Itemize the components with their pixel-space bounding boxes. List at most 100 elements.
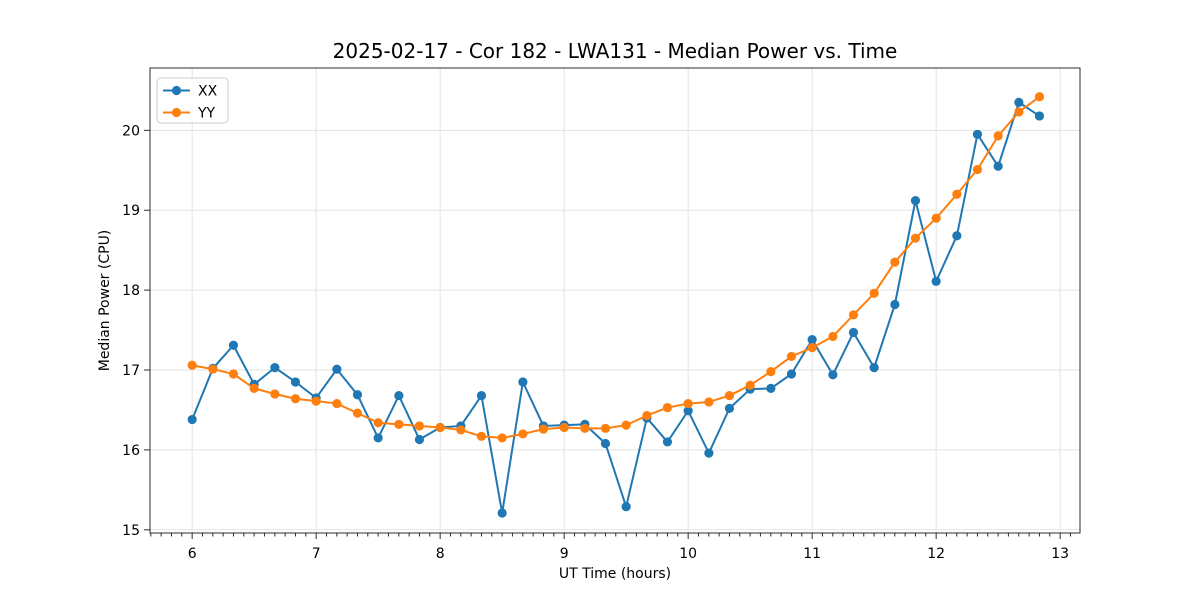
data-point-xx — [807, 335, 817, 345]
data-point-yy — [869, 288, 879, 298]
legend-entries: XX YY — [163, 84, 218, 122]
x-tick-label: 10 — [679, 546, 697, 562]
data-point-yy — [373, 418, 383, 428]
data-point-yy — [290, 394, 301, 404]
tick-layer: 6 7 8 9 10 11 12 13 15 16 17 18 19 20 — [122, 123, 1071, 562]
data-point-xx — [497, 508, 507, 518]
data-point-xx — [373, 433, 383, 443]
data-point-xx — [332, 364, 342, 374]
data-point-yy — [352, 408, 363, 418]
data-point-xx — [228, 340, 239, 350]
data-point-yy — [187, 360, 197, 370]
data-point-yy — [332, 398, 342, 409]
data-point-yy — [890, 257, 900, 267]
legend: XX YY — [156, 77, 229, 124]
data-point-xx — [662, 437, 673, 447]
chart-title: 2025-02-17 - Cor 182 - LWA131 - Median P… — [333, 39, 898, 63]
data-point-yy — [497, 433, 507, 443]
data-point-xx — [972, 129, 983, 139]
data-point-yy — [807, 343, 817, 353]
data-point-yy — [228, 369, 239, 379]
data-point-yy — [456, 425, 466, 435]
data-point-xx — [869, 363, 879, 373]
series-line-yy — [191, 95, 1041, 439]
legend-box — [156, 77, 229, 124]
data-point-yy — [249, 383, 259, 393]
y-tick-label: 17 — [122, 363, 140, 379]
data-point-yy — [600, 423, 611, 433]
data-point-xx — [290, 377, 301, 387]
y-tick-label: 20 — [122, 123, 140, 139]
series-layer — [187, 92, 1045, 518]
data-point-xx — [931, 276, 941, 286]
data-point-xx — [1014, 97, 1024, 107]
data-point-xx — [828, 370, 838, 380]
data-point-xx — [683, 406, 693, 416]
x-tick-label: 7 — [312, 546, 321, 562]
data-point-xx — [394, 390, 404, 401]
legend-marker-yy — [171, 107, 182, 118]
data-point-xx — [704, 448, 714, 458]
x-tick-label: 11 — [803, 546, 821, 562]
y-tick-label: 16 — [122, 443, 140, 459]
data-point-yy — [435, 422, 445, 433]
data-point-yy — [518, 429, 528, 439]
data-point-xx — [952, 231, 962, 241]
data-point-yy — [476, 431, 487, 441]
legend-label-xx: XX — [198, 84, 218, 100]
data-point-yy — [208, 364, 218, 374]
data-point-yy — [1034, 92, 1045, 102]
data-point-yy — [766, 367, 776, 377]
data-point-xx — [993, 161, 1003, 171]
data-point-xx — [910, 196, 921, 206]
data-point-xx — [518, 377, 528, 387]
x-tick-label: 13 — [1051, 546, 1069, 562]
data-point-yy — [704, 397, 714, 407]
data-point-xx — [600, 438, 611, 449]
data-point-yy — [993, 131, 1003, 141]
data-point-yy — [580, 423, 590, 433]
data-point-yy — [724, 390, 735, 401]
data-point-yy — [1014, 107, 1024, 117]
data-point-yy — [972, 164, 983, 175]
data-point-yy — [786, 351, 797, 362]
x-tick-label: 9 — [560, 546, 569, 562]
data-point-yy — [538, 424, 549, 434]
data-point-yy — [621, 420, 631, 430]
data-point-xx — [848, 327, 859, 338]
grid-layer — [150, 68, 1080, 533]
data-point-yy — [683, 398, 693, 409]
data-point-yy — [394, 419, 404, 429]
data-point-yy — [270, 389, 280, 399]
data-point-yy — [952, 189, 962, 199]
legend-label-yy: YY — [197, 106, 216, 122]
data-point-xx — [786, 369, 797, 379]
plot-border — [149, 67, 1081, 534]
y-tick-label: 19 — [122, 203, 140, 219]
data-point-yy — [662, 402, 673, 413]
data-point-yy — [642, 410, 652, 421]
data-point-yy — [311, 396, 321, 406]
data-point-xx — [890, 299, 900, 310]
x-tick-label: 12 — [927, 546, 945, 562]
data-point-yy — [910, 233, 921, 243]
data-point-xx — [270, 363, 280, 373]
data-point-xx — [1034, 111, 1045, 121]
y-axis-label: Median Power (CPU) — [97, 230, 113, 372]
data-point-yy — [559, 422, 569, 433]
data-point-yy — [828, 331, 838, 342]
series-line-xx — [191, 101, 1041, 515]
legend-marker-xx — [171, 85, 182, 96]
data-point-yy — [414, 421, 425, 431]
data-point-yy — [931, 213, 941, 223]
data-point-xx — [476, 390, 487, 401]
y-tick-label: 18 — [122, 283, 140, 299]
data-point-xx — [187, 414, 197, 425]
data-point-yy — [848, 310, 859, 320]
x-axis-label: UT Time (hours) — [559, 566, 671, 582]
data-point-xx — [414, 434, 425, 445]
y-tick-label: 15 — [122, 523, 140, 539]
data-point-yy — [745, 380, 755, 390]
